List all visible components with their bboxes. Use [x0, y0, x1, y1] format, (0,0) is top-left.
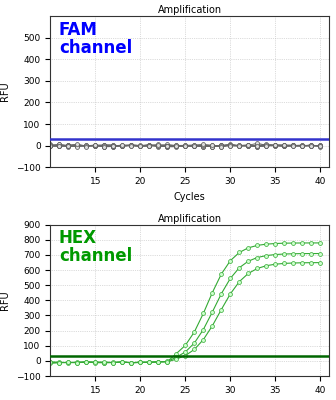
Text: HEX
channel: HEX channel: [59, 229, 132, 265]
Text: FAM
channel: FAM channel: [59, 20, 132, 56]
Y-axis label: RFU: RFU: [0, 290, 10, 310]
X-axis label: Cycles: Cycles: [174, 192, 206, 202]
Y-axis label: RFU: RFU: [0, 82, 10, 102]
Title: Amplification: Amplification: [158, 5, 222, 15]
Title: Amplification: Amplification: [158, 214, 222, 224]
